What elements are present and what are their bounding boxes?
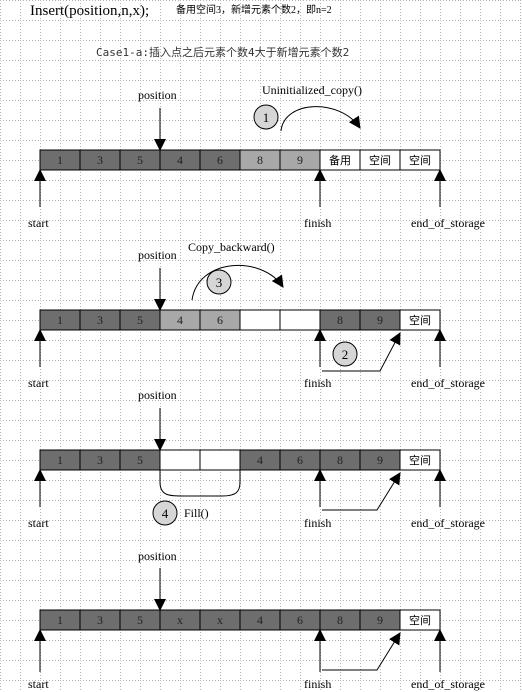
array-cell-value: 3: [97, 313, 103, 327]
array-cell: [279, 309, 321, 331]
array-cell-value: 4: [257, 613, 263, 627]
array-cell-value: 6: [217, 153, 223, 167]
array-row-after-backward: 1 3 5 4 6 8 9 空间: [39, 449, 441, 471]
array-cell: [399, 309, 441, 331]
array-cell: [199, 449, 241, 471]
fill-bracket: [159, 470, 241, 497]
array-cell-value: 8: [337, 453, 343, 467]
end-of-storage-label: end_of_storage: [411, 677, 485, 691]
array-cell: [399, 449, 441, 471]
step-4-number: 4: [162, 506, 169, 521]
array-cell: [399, 149, 441, 171]
array-cell-value: 9: [297, 153, 303, 167]
finish-move-arrow: [322, 472, 401, 511]
start-label: start: [28, 216, 49, 230]
start-label: start: [28, 516, 49, 530]
array-cell-value: 1: [57, 313, 63, 327]
step-2-circle: [332, 341, 358, 367]
array-cell-value: 3: [97, 453, 103, 467]
array-cell-value: 1: [57, 453, 63, 467]
array-cell-value: 3: [97, 153, 103, 167]
step-1-circle: [253, 104, 279, 130]
array-cell-value: 1: [57, 613, 63, 627]
array-cell: [159, 449, 201, 471]
step-1-arrow: [280, 106, 361, 132]
step-3-arrow: [191, 264, 284, 301]
array-cell-value: 空间: [369, 153, 391, 167]
step-2-number: 2: [342, 347, 349, 362]
step-3-number: 3: [216, 275, 223, 290]
position-label: position: [138, 88, 177, 102]
array-cell-value: 4: [177, 153, 183, 167]
array-cell-value: 1: [57, 153, 63, 167]
array-row-initial: 1 3 5 4 6 8 9 备用 空间 空间: [39, 149, 441, 171]
step-3-circle: [206, 269, 232, 295]
step-3-label: Copy_backward(): [188, 240, 275, 254]
position-label: position: [138, 248, 177, 262]
array-cell-value: 3: [97, 613, 103, 627]
array-cell-value: 4: [177, 313, 183, 327]
array-cell-value: 6: [297, 453, 303, 467]
start-label: start: [28, 677, 49, 691]
page-title: Insert(position,n,x);: [30, 3, 149, 19]
start-label: start: [28, 376, 49, 390]
array-cell-value: x: [177, 613, 183, 627]
array-cell-value: 8: [337, 613, 343, 627]
array-cell-value: 5: [137, 613, 143, 627]
array-cell-value: 空间: [409, 313, 431, 327]
case-subtitle: Case1-a:插入点之后元素个数4大于新增元素个数2: [96, 45, 349, 59]
array-cell-value: 9: [377, 453, 383, 467]
array-cell-value: 8: [337, 313, 343, 327]
array-row-final: 1 3 5 x x 4 6 8 9 空间: [39, 609, 441, 631]
finish-move-arrow: [322, 632, 401, 671]
end-of-storage-label: end_of_storage: [411, 376, 485, 390]
array-cell-value: 8: [257, 153, 263, 167]
array-cell-value: 空间: [409, 153, 431, 167]
array-cell-value: 9: [377, 613, 383, 627]
step-4-circle: [152, 500, 178, 526]
array-cell-value: 9: [377, 313, 383, 327]
step-1-label: Uninitialized_copy(): [262, 83, 362, 97]
step-1-number: 1: [263, 110, 270, 125]
position-label: position: [138, 549, 177, 563]
array-cell-value: 5: [137, 453, 143, 467]
array-cell-value: 6: [297, 613, 303, 627]
array-cell-value: 空间: [409, 613, 431, 627]
position-label: position: [138, 388, 177, 402]
step-2-arrow: [322, 332, 401, 372]
finish-label: finish: [304, 516, 331, 530]
finish-label: finish: [304, 677, 331, 691]
array-cell: [399, 609, 441, 631]
array-cell-value: 5: [137, 153, 143, 167]
array-cell-value: 空间: [409, 453, 431, 467]
array-cell-value: 4: [257, 453, 263, 467]
array-cell-value: 6: [217, 313, 223, 327]
finish-label: finish: [304, 376, 331, 390]
end-of-storage-label: end_of_storage: [411, 516, 485, 530]
array-cell: [239, 309, 281, 331]
title-note: 备用空间3，新增元素个数2，即n=2: [176, 3, 332, 16]
array-row-after-copy: 1 3 5 4 6 8 9 空间: [39, 309, 441, 331]
step-4-label: Fill(): [184, 506, 209, 520]
array-cell-value: 5: [137, 313, 143, 327]
end-of-storage-label: end_of_storage: [411, 216, 485, 230]
array-cell-value: 备用: [329, 153, 351, 167]
array-cell-value: x: [217, 613, 223, 627]
finish-label: finish: [304, 216, 331, 230]
